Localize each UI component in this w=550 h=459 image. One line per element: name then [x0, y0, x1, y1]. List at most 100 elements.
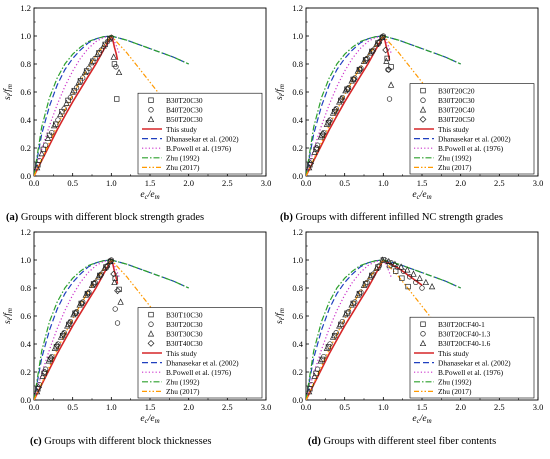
data-point	[307, 160, 315, 167]
data-point	[47, 354, 55, 362]
data-point	[313, 144, 321, 152]
data-point	[101, 264, 108, 272]
caption-b: (b) Groups with different infilled NC st…	[280, 212, 503, 223]
series-b30t20c30	[36, 257, 121, 388]
x-tick-label: 2.0	[183, 402, 194, 412]
data-point	[356, 66, 364, 73]
data-point	[34, 164, 41, 171]
series-dhanasekar-et-al-2002	[306, 259, 461, 400]
data-point	[338, 95, 345, 103]
y-tick-label: 0.2	[20, 143, 31, 153]
data-point	[367, 49, 374, 56]
data-point	[76, 301, 83, 308]
legend-marker	[147, 330, 155, 337]
legend-label: Dhanasekar et al. (2002)	[438, 134, 511, 143]
plot-area	[34, 257, 189, 400]
x-tick-label: 0.0	[301, 402, 312, 412]
y-tick-label: 1.0	[20, 31, 31, 41]
y-axis-label: si/fm	[2, 84, 14, 100]
x-tick-label: 0.5	[339, 178, 350, 188]
x-tick-label: 3.0	[261, 178, 272, 188]
data-point	[413, 279, 419, 286]
legend-marker	[420, 97, 426, 103]
data-point	[97, 272, 104, 279]
caption-c-letter: (c)	[30, 436, 42, 447]
x-tick-label: 0.0	[29, 178, 40, 188]
data-point	[329, 109, 337, 116]
data-point	[410, 270, 417, 277]
y-tick-label: 0.0	[20, 171, 31, 181]
chart-panel-1: 0.0 0.5 1.0 1.5 2.0 2.5 3.0 0.0 0.2 0.4 0.6 0.8 1.0 1…	[2, 3, 271, 201]
data-point	[111, 278, 118, 286]
y-tick-label: 0.8	[292, 283, 303, 293]
data-point	[367, 273, 374, 280]
x-tick-label: 2.5	[494, 178, 505, 188]
legend-label: B30T20C20	[438, 86, 475, 95]
data-point	[354, 291, 361, 298]
caption-a-text: Groups with different block strength gra…	[20, 212, 205, 223]
data-point	[88, 281, 96, 288]
data-point	[114, 96, 120, 102]
data-point	[344, 85, 352, 93]
data-point	[406, 274, 413, 280]
data-point	[311, 148, 318, 155]
data-point	[80, 75, 86, 81]
data-point	[327, 341, 333, 347]
plot-area	[306, 256, 461, 400]
data-point	[105, 35, 113, 42]
data-point	[94, 50, 101, 57]
data-point	[336, 98, 343, 105]
data-point	[114, 320, 121, 326]
y-tick-label: 0.0	[20, 395, 31, 405]
legend-label: Zhu (2017)	[166, 387, 200, 396]
data-point	[36, 157, 43, 164]
data-point	[382, 46, 390, 54]
data-point	[323, 120, 331, 127]
data-point	[64, 322, 71, 329]
series-dhanasekar-et-al-2002	[34, 259, 189, 400]
legend-label: This study	[438, 125, 469, 134]
series-b30t20cf40-1.3	[308, 257, 425, 388]
caption-b-letter: (b)	[280, 212, 293, 223]
data-point	[108, 34, 114, 41]
data-point	[110, 53, 117, 60]
data-point	[317, 357, 324, 364]
data-point	[306, 164, 313, 171]
series-dhanasekar-et-al-2002	[306, 35, 461, 176]
data-point	[67, 94, 73, 101]
data-point	[404, 266, 411, 273]
legend-label: Zhu (1992)	[166, 378, 200, 387]
data-point	[90, 280, 98, 288]
data-point	[388, 64, 394, 70]
x-tick-label: 2.5	[222, 178, 233, 188]
x-tick-label: 0.5	[67, 402, 78, 412]
legend-label: This study	[438, 349, 469, 358]
data-point	[370, 271, 376, 277]
data-point	[373, 40, 380, 48]
data-point	[360, 57, 368, 64]
series-zhu-1992	[34, 35, 189, 176]
chart-panel-2: 0.0 0.5 1.0 1.5 2.0 2.5 3.0 0.0 0.2 0.4 0.6 0.8 1.0 1…	[274, 3, 543, 201]
data-point	[44, 134, 52, 141]
x-axis-label: ec/em	[140, 414, 159, 425]
data-point	[331, 106, 339, 114]
legend-label: B.Powell et al. (1976)	[438, 144, 504, 153]
legend-label: This study	[166, 125, 197, 134]
data-point	[308, 381, 315, 388]
y-tick-label: 0.2	[292, 367, 303, 377]
x-tick-label: 1.0	[106, 402, 117, 412]
data-point	[34, 388, 41, 395]
series-zhu-1992	[306, 259, 461, 400]
x-tick-label: 0.0	[29, 402, 40, 412]
series-dhanasekar-et-al-2002	[34, 35, 189, 176]
series-b50t20c30	[34, 35, 123, 171]
data-point	[59, 330, 67, 338]
data-point	[66, 319, 73, 327]
series-b30t40c30	[35, 258, 121, 391]
data-point	[78, 300, 86, 307]
x-tick-label: 1.5	[145, 178, 156, 188]
data-point	[70, 311, 77, 318]
legend-label: B.Powell et al. (1976)	[438, 368, 504, 377]
data-point	[333, 330, 339, 336]
data-point	[84, 290, 92, 297]
